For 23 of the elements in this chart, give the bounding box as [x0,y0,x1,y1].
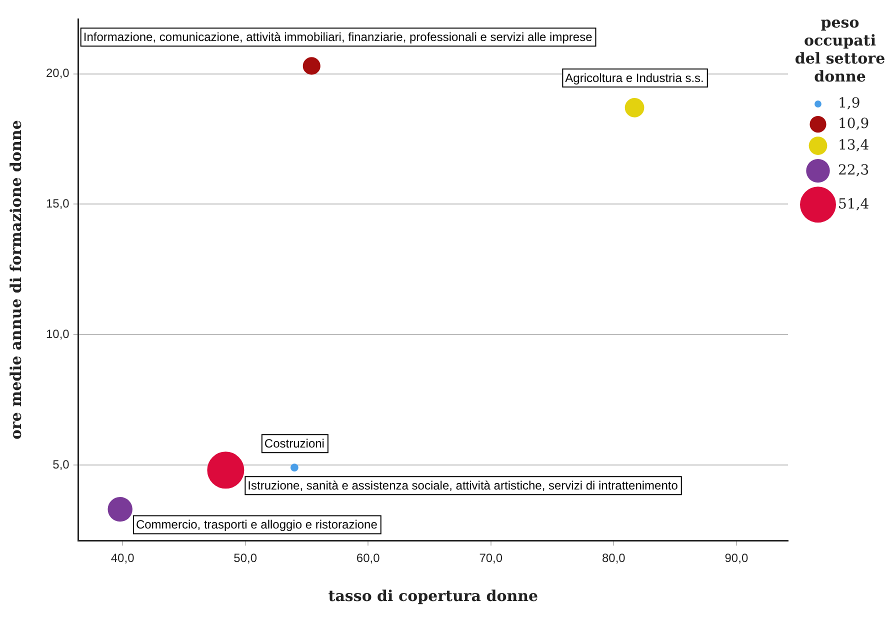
x-tick-label: 50,0 [234,551,258,566]
y-tick-label: 15,0 [46,196,70,210]
x-tick-label: 80,0 [602,551,626,566]
legend-label: 22,3 [838,162,870,178]
annotation: Agricoltura e Industria s.s. [565,70,704,85]
y-axis-title: ore medie annue di formazione donne [6,120,25,440]
annotation: Commercio, trasporti e alloggio e ristorazione [136,518,378,532]
legend-label: 13,4 [838,137,870,154]
annotation: Istruzione, sanità e assistenza sociale, attività artistiche, servizi di intrattenimento [248,478,678,492]
annotation: Costruzioni [264,436,324,450]
legend-label: 51,4 [838,196,870,212]
x-axis-title: tasso di copertura donne [328,586,538,605]
annotation: Informazione, comunicazione, attività immobiliari, finanziarie, professionali e servizi alle imprese [83,30,593,44]
x-tick-label: 90,0 [724,551,748,566]
legend-label: 1,9 [838,96,860,112]
legend-title: peso occupati del settore donne [794,13,886,86]
x-tick-label: 40,0 [110,551,135,566]
y-tick-label: 20,0 [46,66,70,80]
x-tick-label: 70,0 [479,551,503,566]
x-tick-label: 60,0 [356,551,380,566]
y-tick-label: 5,0 [52,457,70,472]
legend-label: 10,9 [838,116,870,132]
y-tick-label: 10,0 [46,326,70,341]
